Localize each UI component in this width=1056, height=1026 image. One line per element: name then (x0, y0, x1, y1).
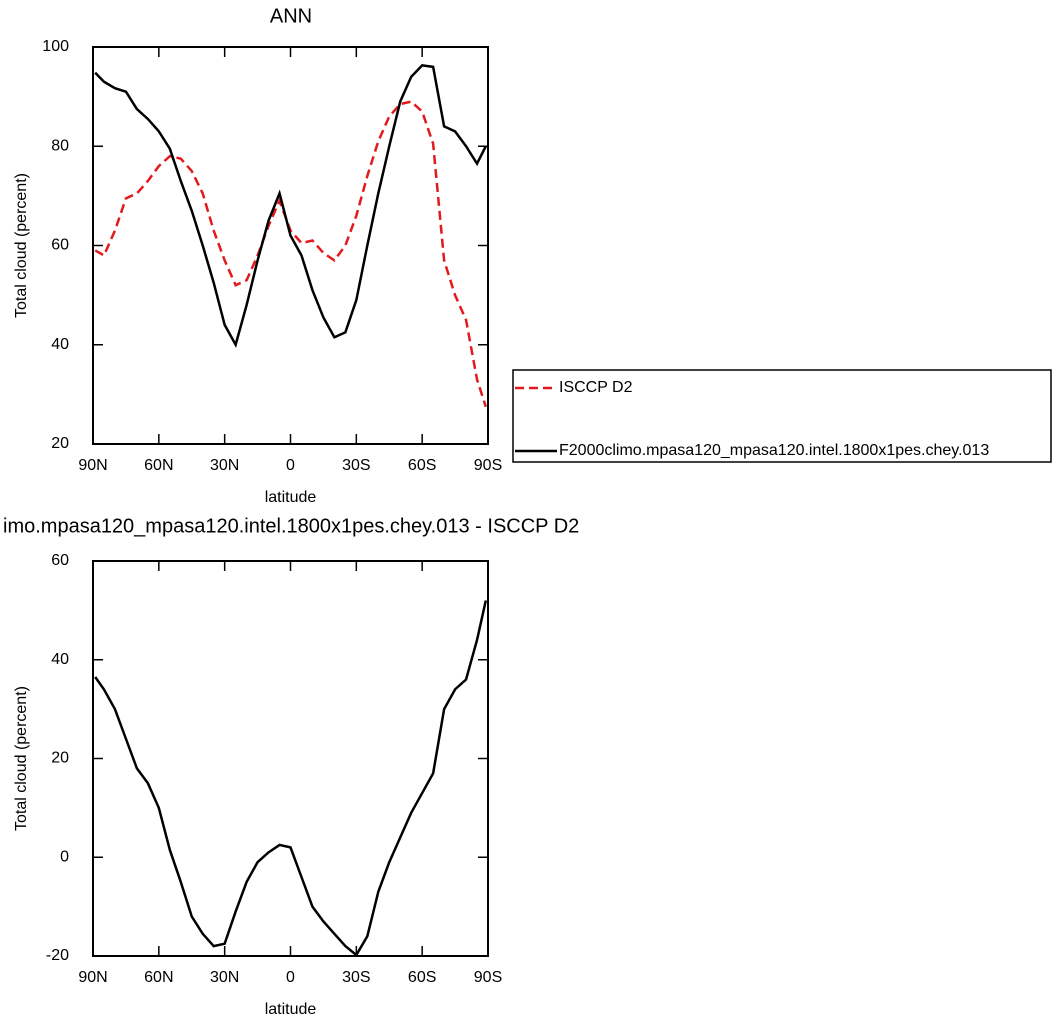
x-axis-label: latitude (265, 1001, 317, 1018)
x-tick-label: 0 (286, 969, 295, 986)
chart-title: imo.mpasa120_mpasa120.intel.1800x1pes.ch… (3, 515, 579, 537)
y-tick-label: 80 (51, 137, 69, 154)
plot-frame (92, 46, 489, 445)
x-tick-label: 60N (144, 457, 173, 474)
y-tick-label: 100 (42, 38, 69, 55)
chart-title: ANN (270, 5, 312, 27)
x-tick-label: 0 (286, 457, 295, 474)
y-tick-label: 60 (51, 237, 69, 254)
x-tick-label: 30N (210, 969, 239, 986)
y-tick-label: 40 (51, 336, 69, 353)
y-tick-label: -20 (46, 947, 69, 964)
legend-box (512, 369, 1052, 463)
data-line (94, 600, 488, 957)
y-axis-label: Total cloud (percent) (13, 173, 30, 318)
y-axis-label: Total cloud (percent) (13, 686, 30, 831)
y-tick-label: 40 (51, 651, 69, 668)
y-tick-label: 0 (60, 848, 69, 865)
x-tick-label: 60S (408, 969, 436, 986)
x-tick-label: 30S (342, 457, 370, 474)
y-tick-label: 60 (51, 552, 69, 569)
x-tick-label: 30N (210, 457, 239, 474)
x-tick-label: 90N (78, 969, 107, 986)
x-tick-label: 90S (474, 457, 502, 474)
data-line (94, 64, 487, 349)
legend-label: ISCCP D2 (559, 379, 633, 396)
legend-label: F2000climo.mpasa120_mpasa120.intel.1800x… (559, 442, 989, 459)
y-tick-label: 20 (51, 750, 69, 767)
x-tick-label: 60N (144, 969, 173, 986)
data-line (94, 100, 487, 408)
x-tick-label: 30S (342, 969, 370, 986)
x-tick-label: 90N (78, 457, 107, 474)
x-axis-label: latitude (265, 489, 317, 506)
x-tick-label: 90S (474, 969, 502, 986)
x-tick-label: 60S (408, 457, 436, 474)
y-tick-label: 20 (51, 435, 69, 452)
plot-frame (92, 560, 489, 957)
